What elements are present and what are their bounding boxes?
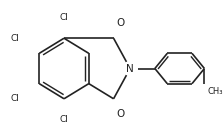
- Text: O: O: [116, 109, 125, 119]
- Text: CH₃: CH₃: [207, 87, 223, 96]
- Text: N: N: [126, 64, 134, 73]
- Text: Cl: Cl: [60, 115, 69, 124]
- Text: O: O: [116, 18, 125, 28]
- Text: Cl: Cl: [10, 34, 19, 43]
- Text: Cl: Cl: [10, 94, 19, 103]
- Text: Cl: Cl: [60, 13, 69, 22]
